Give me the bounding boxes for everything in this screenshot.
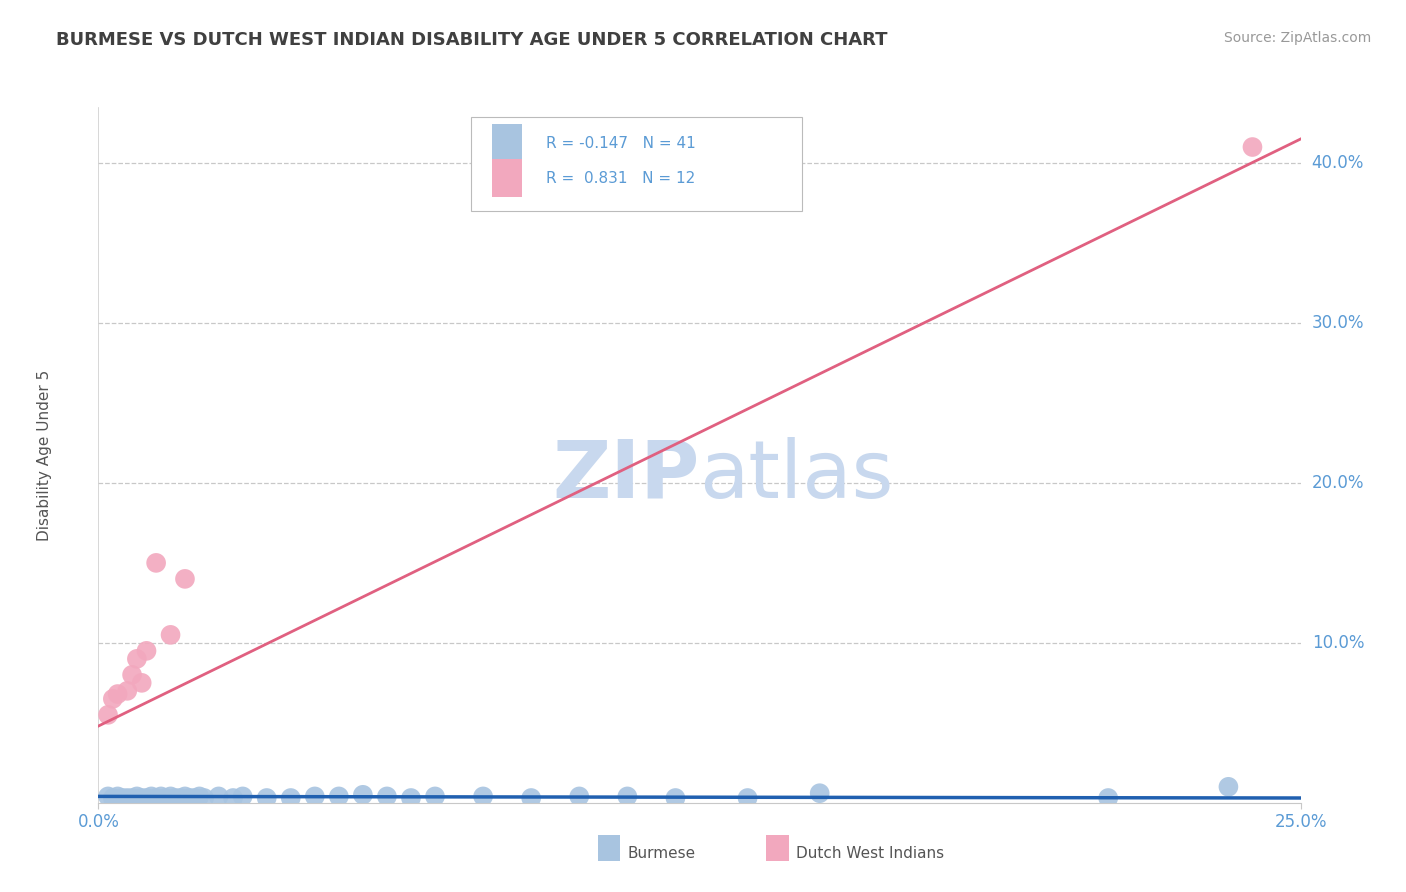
Point xyxy=(808,786,831,800)
Point xyxy=(131,676,153,690)
Point xyxy=(520,791,543,805)
Point xyxy=(125,652,148,666)
Point xyxy=(135,791,157,805)
Text: ZIP: ZIP xyxy=(553,437,699,515)
Point xyxy=(97,789,120,804)
Point xyxy=(97,707,120,722)
Text: BURMESE VS DUTCH WEST INDIAN DISABILITY AGE UNDER 5 CORRELATION CHART: BURMESE VS DUTCH WEST INDIAN DISABILITY … xyxy=(56,31,887,49)
Point xyxy=(179,791,201,805)
Point xyxy=(111,791,134,805)
Point xyxy=(193,791,215,805)
Point xyxy=(616,789,638,804)
Point xyxy=(117,791,139,805)
Point xyxy=(256,791,278,805)
Point xyxy=(174,572,197,586)
Point xyxy=(174,789,197,804)
Point xyxy=(1097,791,1119,805)
Point xyxy=(159,628,181,642)
Text: 20.0%: 20.0% xyxy=(1312,474,1364,491)
Point xyxy=(135,644,157,658)
Point xyxy=(131,791,153,805)
Point xyxy=(1218,780,1240,794)
Point xyxy=(280,791,302,805)
FancyBboxPatch shape xyxy=(471,118,801,211)
Bar xyxy=(492,159,522,197)
Point xyxy=(141,789,163,804)
Point xyxy=(101,791,124,805)
Text: atlas: atlas xyxy=(699,437,894,515)
Text: R =  0.831   N = 12: R = 0.831 N = 12 xyxy=(546,171,695,186)
Point xyxy=(101,691,124,706)
Point xyxy=(169,791,191,805)
Point xyxy=(125,789,148,804)
Point xyxy=(208,789,231,804)
Text: 30.0%: 30.0% xyxy=(1312,314,1364,332)
Point xyxy=(399,791,422,805)
Text: Disability Age Under 5: Disability Age Under 5 xyxy=(37,369,52,541)
Point xyxy=(121,791,143,805)
Point xyxy=(375,789,398,804)
Point xyxy=(117,683,139,698)
Point xyxy=(328,789,350,804)
Point xyxy=(155,791,177,805)
Point xyxy=(149,789,172,804)
Point xyxy=(107,687,129,701)
Point xyxy=(183,791,205,805)
Point xyxy=(423,789,446,804)
Point xyxy=(232,789,254,804)
Point xyxy=(304,789,326,804)
Point xyxy=(664,791,686,805)
Point xyxy=(165,791,187,805)
Point xyxy=(352,788,374,802)
Point xyxy=(568,789,591,804)
Point xyxy=(145,556,167,570)
Point xyxy=(107,789,129,804)
Point xyxy=(188,789,211,804)
Point xyxy=(222,791,245,805)
Point xyxy=(737,791,759,805)
Point xyxy=(472,789,495,804)
Point xyxy=(159,789,181,804)
Text: Source: ZipAtlas.com: Source: ZipAtlas.com xyxy=(1223,31,1371,45)
Point xyxy=(1241,140,1264,154)
Text: Dutch West Indians: Dutch West Indians xyxy=(796,847,943,861)
Text: Burmese: Burmese xyxy=(627,847,695,861)
Point xyxy=(121,668,143,682)
Point xyxy=(145,791,167,805)
Text: 10.0%: 10.0% xyxy=(1312,634,1364,652)
Text: 40.0%: 40.0% xyxy=(1312,154,1364,172)
Bar xyxy=(492,124,522,162)
Text: R = -0.147   N = 41: R = -0.147 N = 41 xyxy=(546,136,696,151)
